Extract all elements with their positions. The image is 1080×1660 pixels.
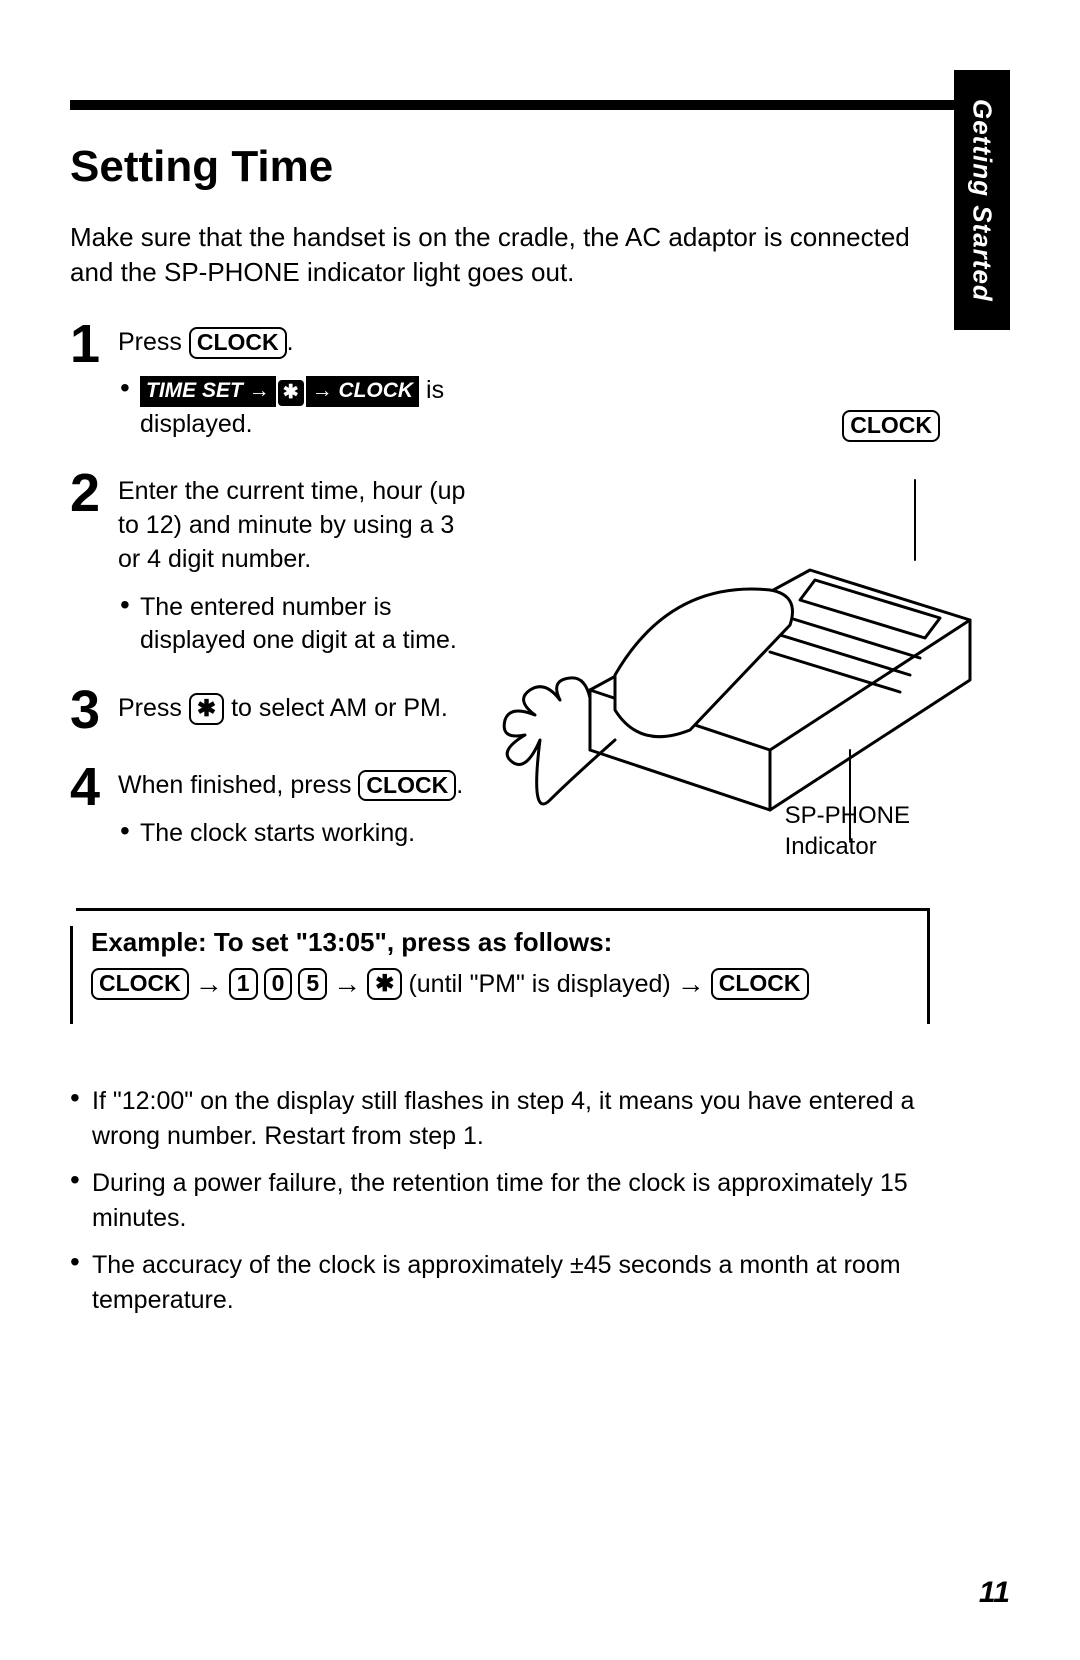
clock-key: CLOCK	[189, 327, 287, 359]
digit-key: 0	[264, 968, 293, 1000]
clock-key: CLOCK	[711, 968, 809, 1000]
clock-key: CLOCK	[91, 968, 189, 1000]
display-text: TIME SET →	[140, 376, 276, 406]
step-text: .	[456, 771, 463, 799]
note-item: If "12:00" on the display still flashes …	[70, 1084, 970, 1154]
step-text: Press	[118, 328, 189, 356]
step-1: 1 Press CLOCK. TIME SET →✱→ CLOCK is dis…	[70, 320, 480, 441]
step-number: 2	[70, 469, 118, 658]
example-sequence: CLOCK → 1 0 5 → ✱ (until "PM" is display…	[91, 968, 909, 1000]
section-tab: Getting Started	[954, 70, 1010, 330]
diagram-column: CLOCK	[510, 320, 1010, 878]
example-title: Example: To set "13:05", press as follow…	[91, 927, 909, 958]
note-item: The accuracy of the clock is approximate…	[70, 1248, 970, 1318]
arrow-icon: →	[333, 968, 361, 1000]
step-bullet: The entered number is displayed one digi…	[118, 591, 480, 659]
sp-phone-label: Indicator	[785, 831, 910, 862]
note-item: During a power failure, the retention ti…	[70, 1166, 970, 1236]
star-icon: ✱	[278, 380, 304, 406]
arrow-icon: →	[195, 968, 223, 1000]
step-number: 3	[70, 686, 118, 735]
step-bullet: The clock starts working.	[118, 817, 463, 851]
step-text: to select AM or PM.	[224, 694, 448, 722]
step-text: Press	[118, 694, 189, 722]
phone-illustration	[470, 440, 990, 860]
notes-list: If "12:00" on the display still flashes …	[70, 1084, 970, 1318]
step-text: .	[287, 328, 294, 356]
example-box: Example: To set "13:05", press as follow…	[70, 908, 930, 1024]
page-number: 11	[979, 1576, 1010, 1610]
steps-column: 1 Press CLOCK. TIME SET →✱→ CLOCK is dis…	[70, 320, 480, 878]
example-text: (until "PM" is displayed)	[408, 970, 670, 999]
step-2: 2 Enter the current time, hour (up to 12…	[70, 469, 480, 658]
star-key: ✱	[367, 968, 402, 1000]
page-title: Setting Time	[70, 142, 1010, 192]
display-text: → CLOCK	[306, 376, 420, 406]
star-key: ✱	[189, 693, 224, 725]
arrow-icon: →	[677, 968, 705, 1000]
step-number: 1	[70, 320, 118, 441]
step-3: 3 Press ✱ to select AM or PM.	[70, 686, 480, 735]
step-text: When finished, press	[118, 771, 358, 799]
top-rule	[70, 100, 1010, 110]
step-4: 4 When finished, press CLOCK. The clock …	[70, 763, 480, 851]
step-number: 4	[70, 763, 118, 851]
intro-text: Make sure that the handset is on the cra…	[70, 220, 940, 290]
digit-key: 5	[298, 968, 327, 1000]
digit-key: 1	[229, 968, 258, 1000]
sp-phone-label: SP-PHONE	[785, 800, 910, 831]
clock-key: CLOCK	[358, 770, 456, 802]
step-text: Enter the current time, hour (up to 12) …	[118, 477, 465, 573]
clock-callout: CLOCK	[842, 410, 940, 442]
